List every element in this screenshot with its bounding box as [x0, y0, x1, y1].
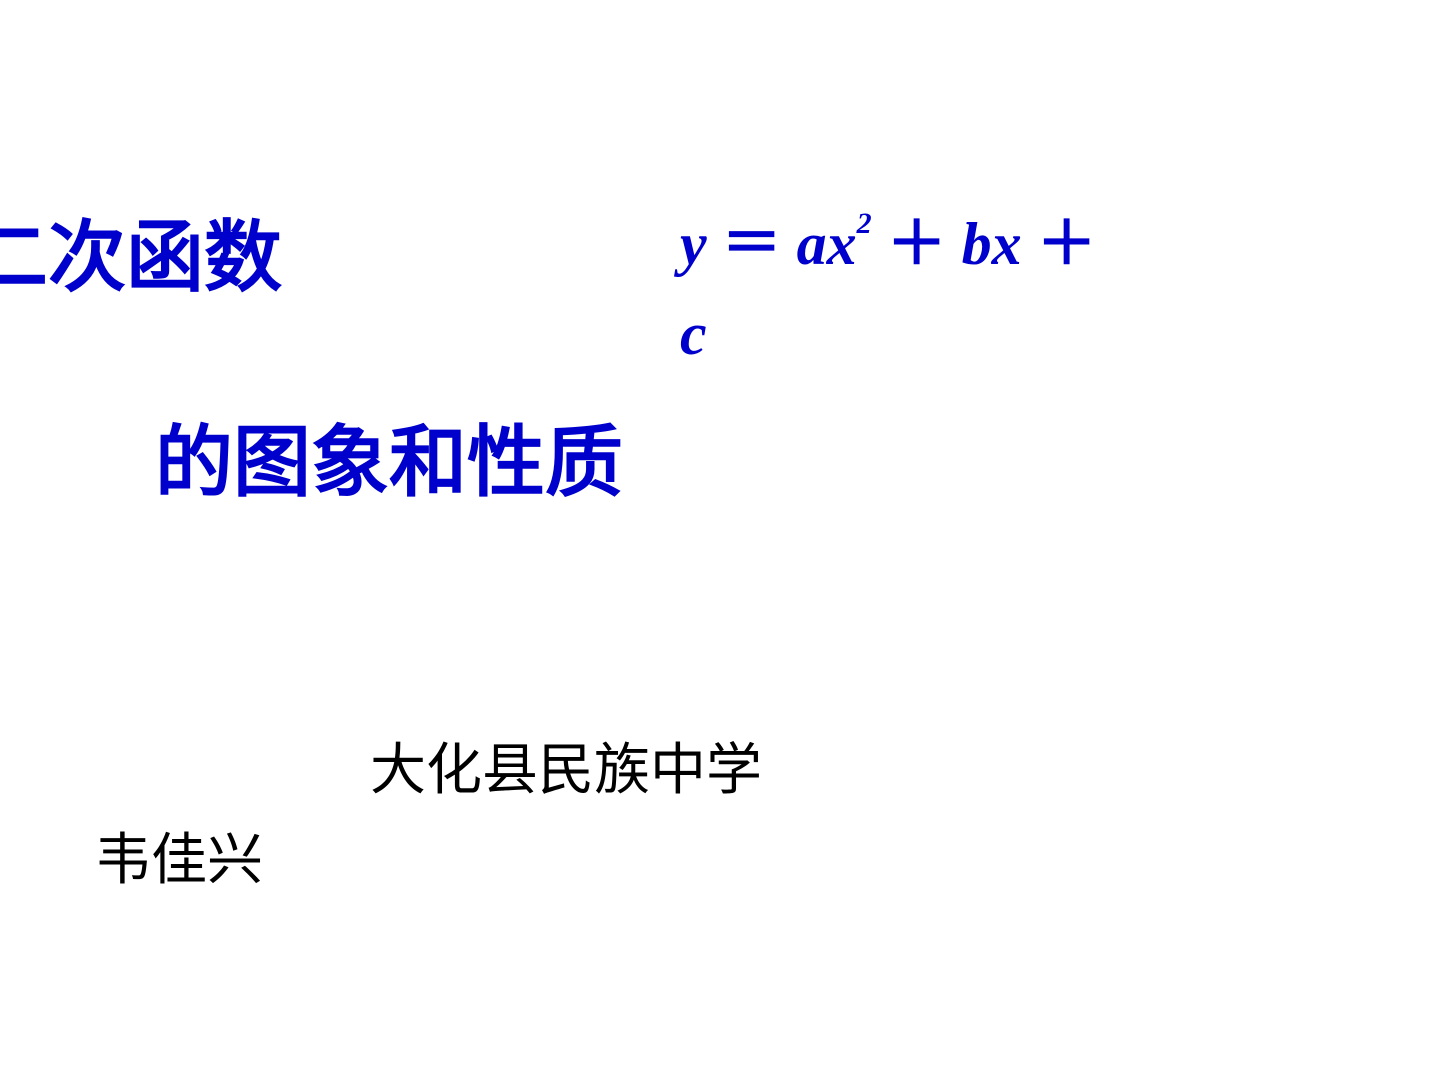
formula-x2: x	[992, 211, 1022, 277]
formula-y: y	[680, 211, 707, 277]
small-blob-decoration	[1090, 400, 1230, 505]
formula-x1: x	[827, 211, 857, 277]
blob-purple-4	[1174, 0, 1347, 120]
formula-line2: c	[680, 300, 707, 369]
subtitle: 的图象和性质	[155, 400, 623, 512]
formula-a: a	[797, 211, 827, 277]
formula-c: c	[680, 301, 707, 367]
formula-plus2: ＋	[1022, 211, 1097, 277]
firework-core	[1110, 110, 1170, 170]
blob-purple-2	[918, 0, 1072, 95]
formula-eq: ＝	[707, 211, 797, 277]
blob-purple-5	[1170, 220, 1330, 355]
formula-sq: 2	[857, 207, 872, 240]
school-name: 大化县民族中学	[370, 725, 762, 806]
formula-line1: y ＝ ax2 ＋ bx ＋	[680, 195, 1097, 282]
title-part1: 二次函数	[0, 195, 282, 307]
formula-plus1: ＋	[872, 211, 962, 277]
formula-b: b	[962, 211, 992, 277]
blob-purple-3	[1025, 0, 1175, 70]
author-name: 韦佳兴	[95, 815, 263, 896]
